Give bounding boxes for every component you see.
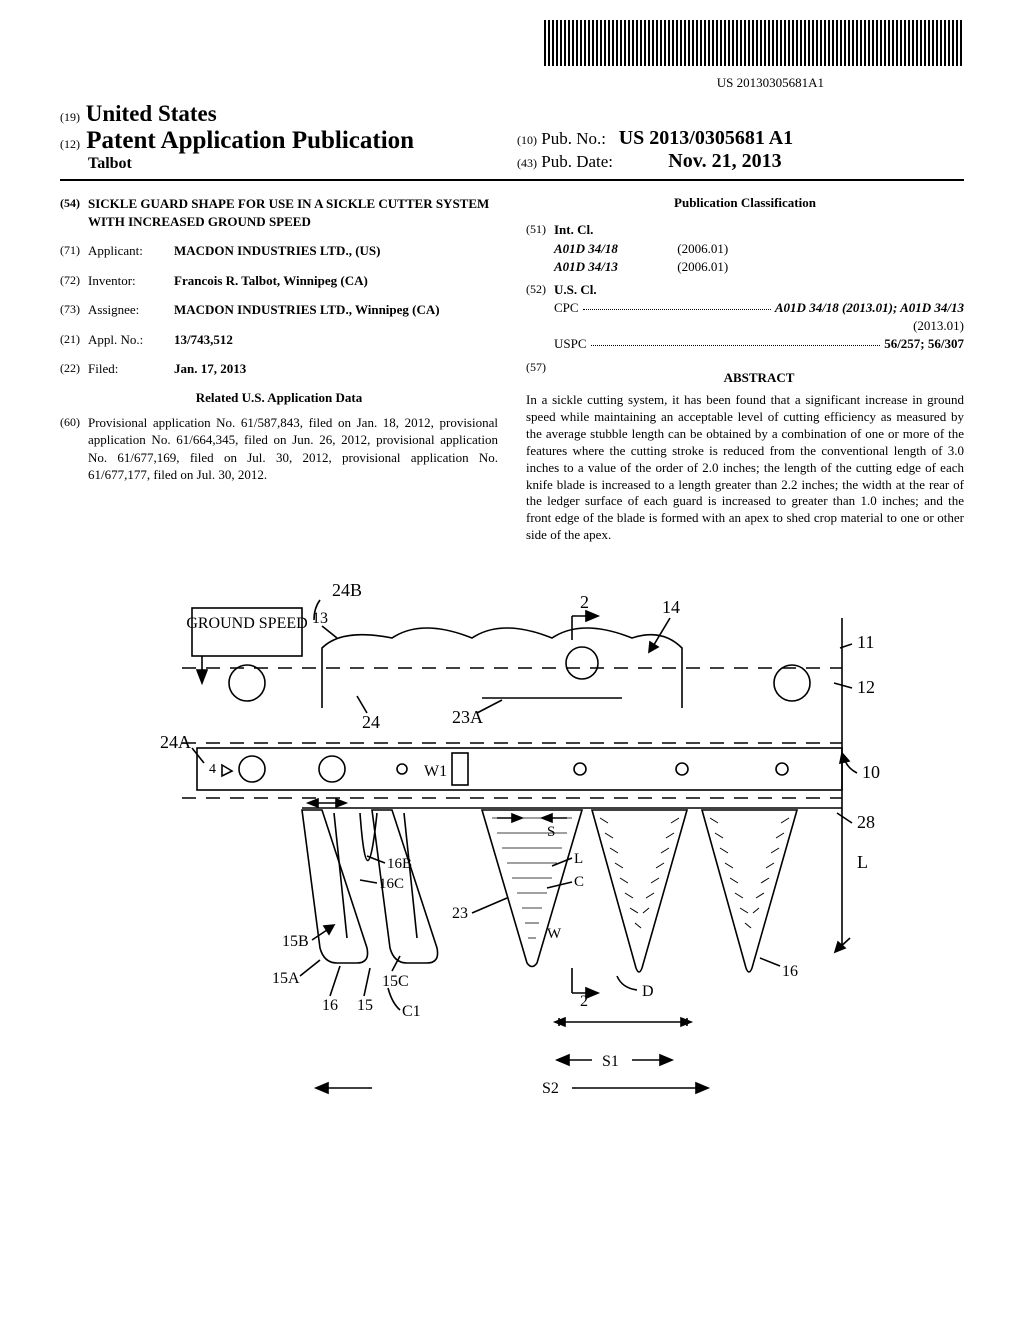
filed-label: Filed:: [88, 360, 174, 378]
fig-2-top: 2: [580, 592, 589, 612]
fig-11: 11: [857, 632, 874, 652]
applno-value: 13/743,512: [174, 332, 233, 347]
fig-24A: 24A: [160, 732, 191, 752]
fig-16B: 16B: [387, 856, 412, 872]
dotted-leader: [591, 345, 881, 346]
abstract-header: ABSTRACT: [554, 370, 964, 386]
barcode-image: [544, 20, 964, 66]
fig-L: L: [574, 851, 583, 867]
inventor-value: Francois R. Talbot, Winnipeg (CA): [174, 273, 368, 288]
fig-D: D: [642, 983, 654, 1000]
assignee-label: Assignee:: [88, 301, 174, 319]
pub-num: (12): [60, 137, 80, 151]
fig-S2: S2: [542, 1080, 559, 1097]
prov-text: Provisional application No. 61/587,843, …: [88, 414, 498, 484]
uscl-num: (52): [526, 281, 554, 299]
assignee-num: (73): [60, 301, 88, 319]
fig-16C: 16C: [379, 876, 404, 892]
abstract-num: (57): [526, 360, 554, 392]
fig-C1: C1: [402, 1003, 421, 1020]
fig-2-bot: 2: [580, 993, 588, 1010]
applno-label: Appl. No.:: [88, 331, 174, 349]
intcl-1-year: (2006.01): [677, 241, 728, 256]
barcode-text: US 20130305681A1: [60, 75, 964, 91]
fig-S1: S1: [602, 1053, 619, 1070]
fig-S: S: [547, 824, 555, 840]
applicant-value: MACDON INDUSTRIES LTD., (US): [174, 243, 380, 258]
uscl-label: U.S. Cl.: [554, 282, 597, 297]
cpc-label: CPC: [554, 300, 579, 316]
pubdate-num: (43): [517, 156, 537, 170]
barcode-section: [60, 20, 964, 71]
cpc-year: (2013.01): [526, 318, 964, 334]
uspc-label: USPC: [554, 336, 587, 352]
fig-16: 16: [322, 997, 338, 1014]
country-name: United States: [86, 101, 217, 126]
intcl-num: (51): [526, 221, 554, 239]
fig-W: W: [547, 926, 562, 942]
dotted-leader: [583, 309, 771, 310]
pubno-label: Pub. No.:: [541, 129, 606, 148]
header-left: (19) United States (12) Patent Applicati…: [60, 101, 507, 173]
applno-num: (21): [60, 331, 88, 349]
fig-4: 4: [209, 762, 216, 777]
prov-num: (60): [60, 414, 88, 484]
applicant-num: (71): [60, 242, 88, 260]
pubdate-value: Nov. 21, 2013: [668, 150, 781, 172]
fig-14: 14: [662, 597, 680, 617]
applicant-label: Applicant:: [88, 242, 174, 260]
abstract-text: In a sickle cutting system, it has been …: [526, 392, 964, 544]
left-column: (54) SICKLE GUARD SHAPE FOR USE IN A SIC…: [60, 195, 498, 544]
patent-title: SICKLE GUARD SHAPE FOR USE IN A SICKLE C…: [88, 195, 498, 230]
fig-23A: 23A: [452, 707, 483, 727]
fig-24B: 24B: [332, 580, 362, 600]
fig-15: 15: [357, 997, 373, 1014]
intcl-2-year: (2006.01): [677, 259, 728, 274]
pub-label: Patent Application Publication: [86, 127, 414, 154]
intcl-label: Int. Cl.: [554, 222, 593, 237]
figure-section: GROUND SPEED 24B 13 2 14: [60, 568, 964, 1133]
right-column: Publication Classification (51) Int. Cl.…: [526, 195, 964, 544]
fig-23: 23: [452, 905, 468, 922]
assignee-value: MACDON INDUSTRIES LTD., Winnipeg (CA): [174, 302, 440, 317]
pubno-num: (10): [517, 133, 537, 147]
fig-L-right: L: [857, 852, 868, 872]
fig-10: 10: [862, 762, 880, 782]
inventor-label: Inventor:: [88, 272, 174, 290]
fig-15A: 15A: [272, 970, 300, 987]
intcl-1: A01D 34/18: [554, 241, 674, 257]
fig-C: C: [574, 874, 584, 890]
classification-header: Publication Classification: [526, 195, 964, 211]
fig-15C: 15C: [382, 973, 409, 990]
filed-value: Jan. 17, 2013: [174, 361, 246, 376]
fig-15B: 15B: [282, 933, 309, 950]
pubdate-label: Pub. Date:: [541, 152, 613, 171]
fig-16-r: 16: [782, 963, 798, 980]
country-num: (19): [60, 110, 80, 124]
two-column-body: (54) SICKLE GUARD SHAPE FOR USE IN A SIC…: [60, 195, 964, 544]
title-num: (54): [60, 195, 88, 230]
intcl-2: A01D 34/13: [554, 259, 674, 275]
related-header: Related U.S. Application Data: [60, 390, 498, 406]
fig-W1: W1: [424, 763, 447, 780]
filed-num: (22): [60, 360, 88, 378]
patent-figure: GROUND SPEED 24B 13 2 14: [142, 568, 882, 1128]
cpc-value: A01D 34/18 (2013.01); A01D 34/13: [775, 300, 964, 315]
fig-28: 28: [857, 812, 875, 832]
author: Talbot: [88, 155, 507, 173]
fig-ground-speed: GROUND SPEED: [186, 615, 307, 632]
header: (19) United States (12) Patent Applicati…: [60, 101, 964, 181]
uspc-value: 56/257; 56/307: [884, 336, 964, 351]
header-right: (10) Pub. No.: US 2013/0305681 A1 (43) P…: [507, 127, 964, 173]
fig-24: 24: [362, 712, 380, 732]
fig-12: 12: [857, 677, 875, 697]
fig-13: 13: [312, 610, 328, 627]
inventor-num: (72): [60, 272, 88, 290]
pubno-value: US 2013/0305681 A1: [619, 127, 793, 149]
